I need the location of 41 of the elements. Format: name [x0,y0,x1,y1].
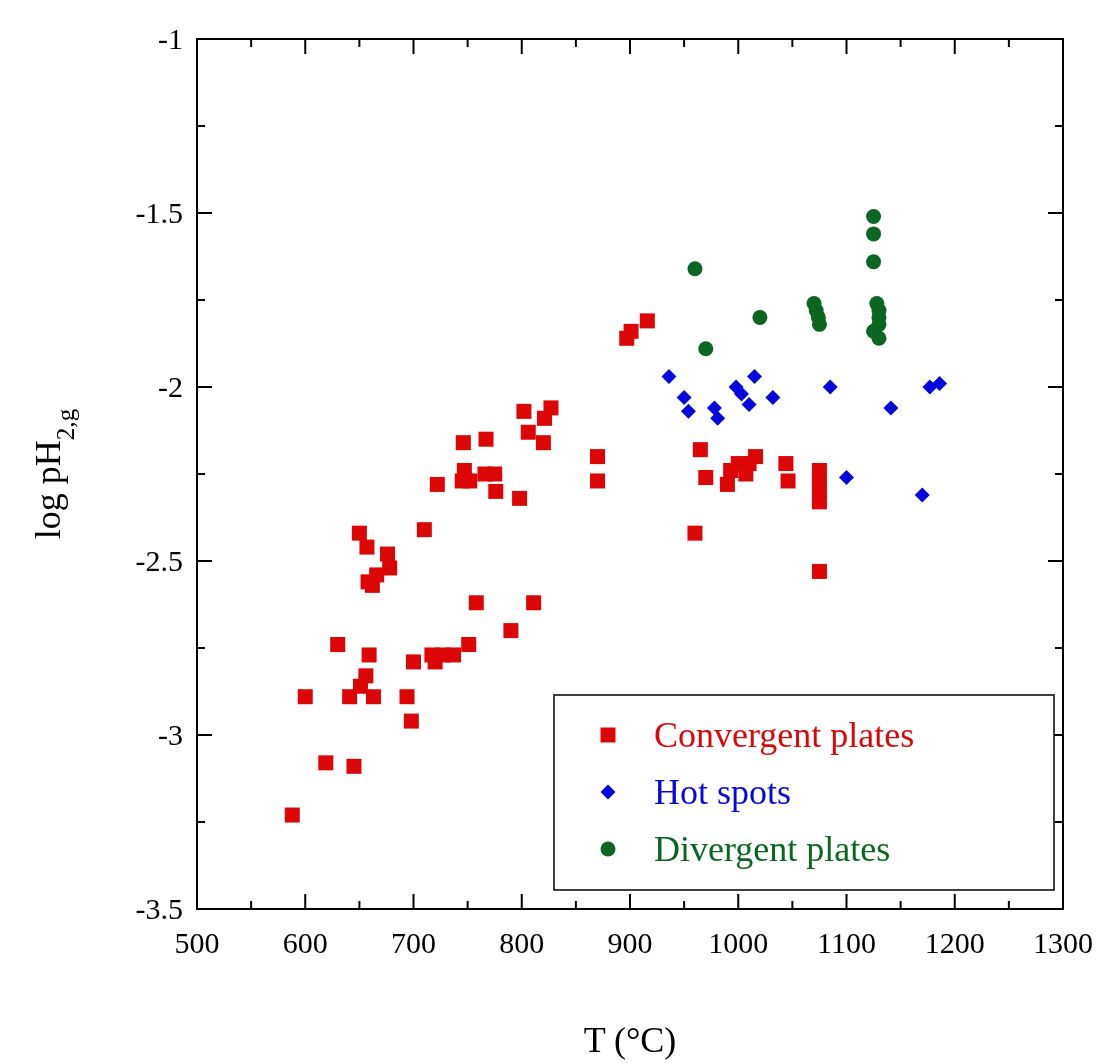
x-axis-title: T (°C) [583,1020,677,1060]
point [866,226,882,242]
point [932,376,948,392]
point [680,403,696,419]
y-tick-label: -1 [158,22,183,55]
y-tick-label: -3 [158,718,183,751]
point [676,389,692,405]
x-tick-label: 1300 [1033,926,1093,959]
point [741,396,757,412]
x-tick-label: 900 [607,926,653,959]
x-tick-label: 1000 [708,926,769,959]
x-tick-label: 700 [391,926,436,959]
point [746,369,762,385]
legend-label: Divergent plates [654,829,891,869]
point [687,261,703,277]
point [914,487,930,503]
point [765,389,781,405]
point [734,386,749,402]
x-tick-label: 600 [282,926,328,959]
point [698,341,714,357]
y-tick-label: -3.5 [135,892,183,925]
x-tick-label: 1100 [817,926,876,959]
point [822,379,838,395]
point [866,208,882,224]
x-tick-label: 500 [174,926,220,959]
y-tick-label: -2 [158,370,183,403]
y-tick-label: -1.5 [135,196,183,229]
point [706,400,722,416]
point [752,309,768,325]
point [839,469,854,485]
point [866,254,882,270]
point [871,330,887,346]
legend-label: Hot spots [654,772,792,812]
point [883,400,899,416]
point [661,369,677,385]
x-tick-label: 800 [499,926,545,959]
point [922,379,938,395]
point [710,410,726,426]
y-tick-label: -2.5 [135,544,183,577]
x-tick-label: 1200 [924,926,985,959]
legend-label: Convergent plates [654,715,915,755]
